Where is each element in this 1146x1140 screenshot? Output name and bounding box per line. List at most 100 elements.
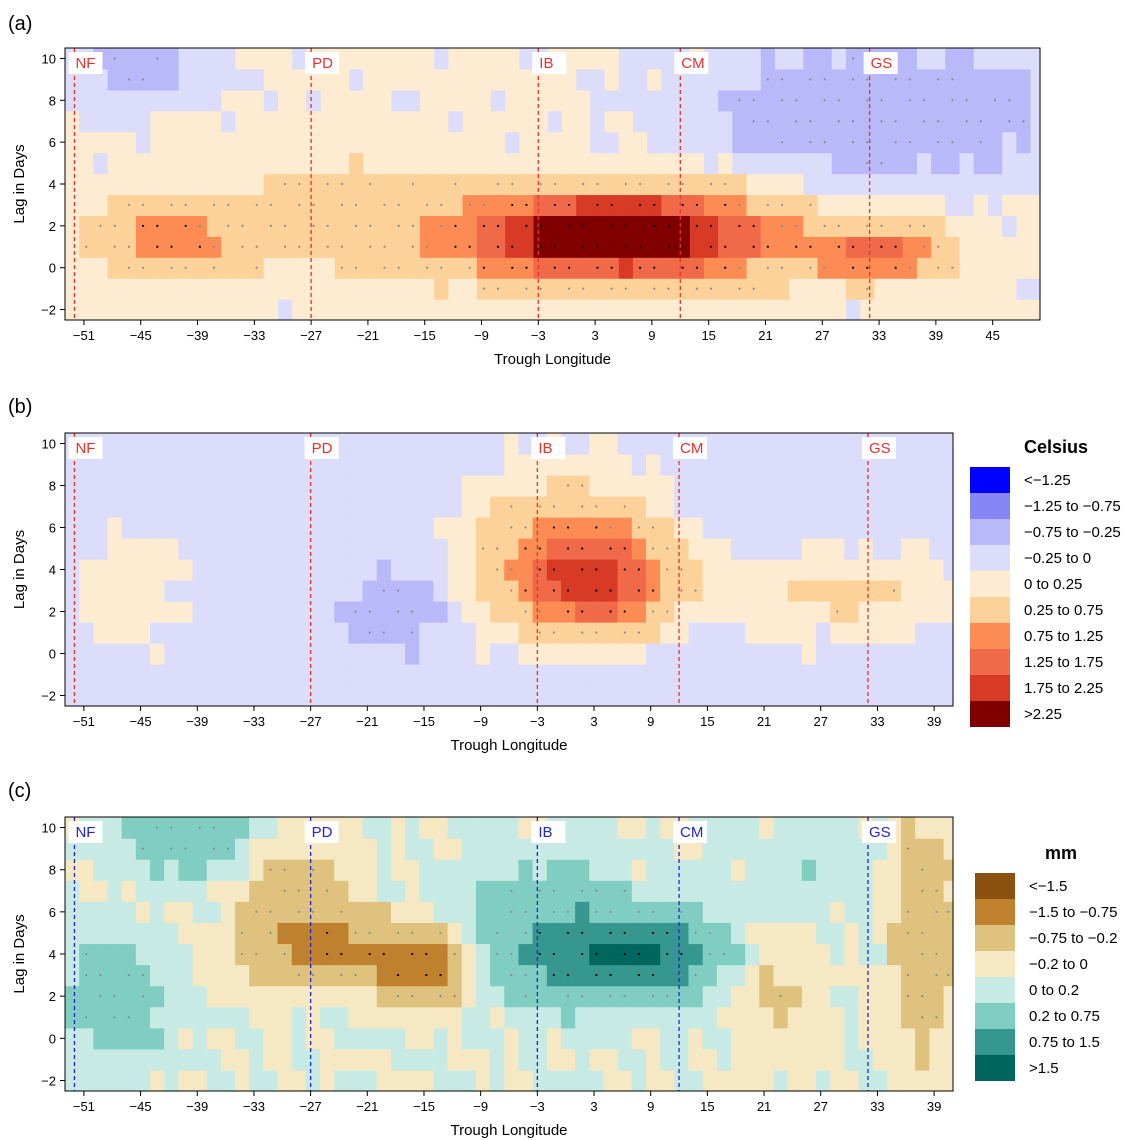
heatmap-cell [263,838,279,860]
significance-dot [525,224,528,227]
significance-dot [411,224,414,227]
reference-label-bg [68,52,103,74]
significance-dot [226,847,230,850]
heatmap-cell [872,601,888,623]
heatmap-cell [746,152,762,175]
heatmap-cell [661,48,677,70]
heatmap-cell [475,901,491,923]
heatmap-cell [816,985,831,1008]
significance-dot [481,547,485,550]
heatmap-cell [79,538,94,560]
heatmap-cell [277,901,293,923]
heatmap-cell [475,880,491,902]
heatmap-cell [291,433,307,455]
heatmap-cell [874,173,890,196]
heatmap-cell [773,922,789,945]
heatmap-cell [475,1006,491,1029]
significance-dot [552,889,555,892]
heatmap-cell [844,880,860,902]
heatmap-cell [79,131,94,154]
heatmap-cell [1002,48,1017,70]
heatmap-cell [1030,48,1041,70]
heatmap-cell [419,68,435,91]
heatmap-cell [377,173,393,196]
heatmap-cell [334,152,350,175]
heatmap-cell [277,454,293,476]
heatmap-cell [858,538,874,560]
heatmap-cell [376,643,392,665]
significance-dot [922,245,926,248]
heatmap-cell [419,922,435,945]
significance-dot [609,547,612,550]
heatmap-cell [716,496,732,518]
heatmap-cell [816,601,831,623]
heatmap-cells [65,817,954,1092]
heatmap-cell [1016,215,1032,237]
heatmap-cell [888,299,904,321]
heatmap-cell [376,1069,392,1092]
heatmap-cell [475,1069,491,1092]
heatmap-cell [79,278,94,300]
heatmap-cell [263,475,279,497]
heatmap-cell [79,152,94,175]
heatmap-cell [901,685,916,707]
heatmap-cell [277,1027,293,1050]
heatmap-cell [249,173,265,196]
heatmap-cell [816,517,831,539]
heatmap-cell [192,964,208,987]
heatmap-cell [93,1006,109,1029]
heatmap-cell [674,475,690,497]
heatmap-cell [660,1027,675,1050]
heatmap-cell [902,278,918,300]
heatmap-cell [746,68,762,91]
heatmap-cell [362,880,378,902]
heatmap-cell [150,257,165,279]
heatmap-cell [263,1069,279,1092]
heatmap-cell [235,475,250,497]
heatmap-cell [221,299,236,321]
heatmap-cell [419,278,435,300]
significance-dot [113,1016,116,1019]
panel-a: (a)NF PD IB CM GS−51 −45 −39 −33 −27 −21 −15 −9 −3 3 9… [8,13,1041,368]
heatmap-cell [603,643,619,665]
heatmap-cell [803,278,819,300]
heatmap-cell [263,1027,279,1050]
heatmap-cell [590,131,606,154]
heatmap-cell [206,1006,222,1029]
heatmap-cell [391,236,407,258]
significance-dot [496,568,499,571]
significance-dot [667,224,670,227]
significance-dot [297,973,300,977]
heatmap-cell [618,110,634,133]
significance-dot [809,266,812,269]
heatmap-cell [192,985,208,1008]
heatmap-cell [576,257,591,279]
heatmap-cell [121,454,137,476]
heatmap-cell [121,985,137,1008]
heatmap-cell [702,859,718,881]
panel-b: (b)NF PD IB CM GS−51 −45 −39 −33 −27 −21 −15 −9 −3 3 9… [8,396,954,754]
heatmap-cell [645,1069,661,1092]
heatmap-cell [518,433,534,455]
heatmap-cell [121,580,137,602]
heatmap-cell [787,538,803,560]
significance-dot [127,973,130,977]
heatmap-cell [475,664,491,686]
heatmap-cell [688,838,704,860]
heatmap-cell [348,664,364,686]
significance-dot [538,952,541,956]
heatmap-cell [888,89,904,112]
significance-dot [680,589,683,592]
y-tick-label: 4 [49,563,56,578]
heatmap-cell [178,131,194,154]
heatmap-cell [292,152,307,175]
heatmap-cell [490,1027,505,1050]
significance-dot [85,1016,88,1019]
significance-dot [907,931,910,935]
significance-dot [212,245,216,248]
heatmap-cell [447,433,463,455]
heatmap-cell [760,278,776,300]
heatmap-cell [135,1069,151,1092]
heatmap-cell [731,559,746,581]
significance-dot [610,266,613,269]
